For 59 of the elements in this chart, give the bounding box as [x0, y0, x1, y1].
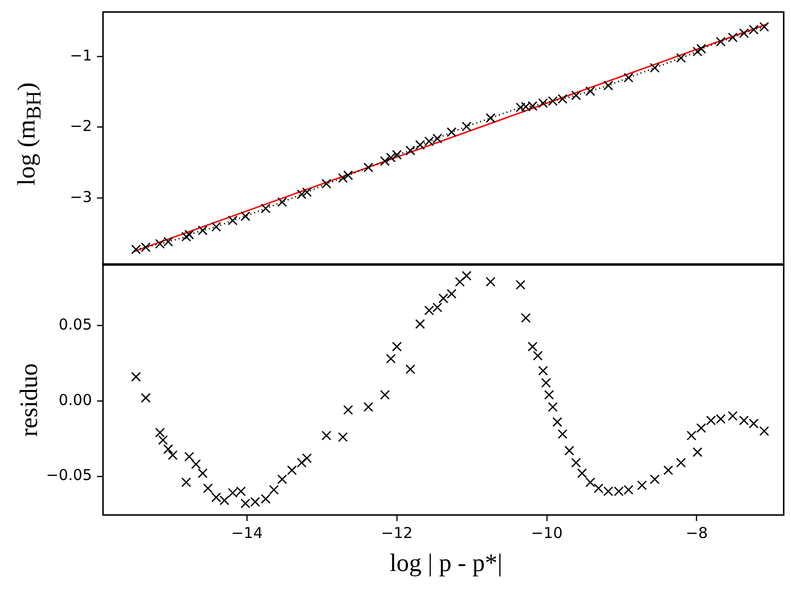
point — [386, 152, 396, 162]
y-axis-title: residuo — [16, 363, 44, 437]
x-tick-label: −8 — [686, 524, 708, 542]
point — [692, 46, 702, 56]
point — [363, 162, 374, 172]
point — [424, 136, 434, 146]
point — [228, 216, 238, 226]
point — [338, 173, 348, 183]
point — [415, 140, 426, 150]
y-tick-label: −2 — [70, 117, 92, 136]
point — [211, 222, 222, 232]
point — [131, 244, 141, 254]
point — [380, 156, 390, 166]
point — [432, 134, 442, 144]
point — [571, 90, 581, 100]
point — [520, 102, 531, 112]
point — [446, 127, 456, 138]
point — [585, 86, 596, 96]
point — [716, 36, 726, 47]
point — [558, 94, 568, 104]
point — [155, 238, 165, 249]
point — [322, 178, 332, 189]
point — [676, 53, 686, 63]
point — [748, 24, 759, 35]
point — [739, 28, 749, 38]
point — [728, 32, 738, 42]
point — [650, 62, 660, 73]
x-tick-label: −12 — [381, 524, 413, 542]
y-tick-label: −0.05 — [46, 466, 92, 484]
point — [260, 204, 271, 214]
point — [405, 146, 416, 156]
y-tick-label: 0.05 — [58, 315, 92, 334]
point — [759, 22, 770, 32]
point — [184, 230, 194, 240]
x-axis-title: log | p - p*| — [390, 550, 502, 578]
point — [624, 72, 634, 83]
point — [140, 242, 151, 252]
point — [548, 96, 558, 106]
point — [240, 211, 250, 222]
point — [516, 102, 526, 112]
x-tick-label: −14 — [231, 524, 263, 542]
point — [486, 113, 496, 123]
point — [198, 225, 208, 236]
point — [603, 80, 614, 90]
point — [462, 122, 472, 132]
y-tick-label: 0.00 — [58, 390, 92, 409]
y-tick-label: −1 — [70, 46, 92, 64]
y-tick-label: −3 — [70, 188, 92, 206]
point — [392, 150, 402, 160]
point — [538, 98, 548, 108]
point — [528, 101, 538, 111]
point — [296, 189, 307, 200]
x-tick-label: −10 — [530, 524, 563, 542]
point — [181, 232, 192, 242]
point — [302, 187, 312, 198]
point — [277, 197, 288, 207]
point — [343, 170, 354, 180]
point — [163, 236, 174, 247]
point — [696, 44, 706, 54]
